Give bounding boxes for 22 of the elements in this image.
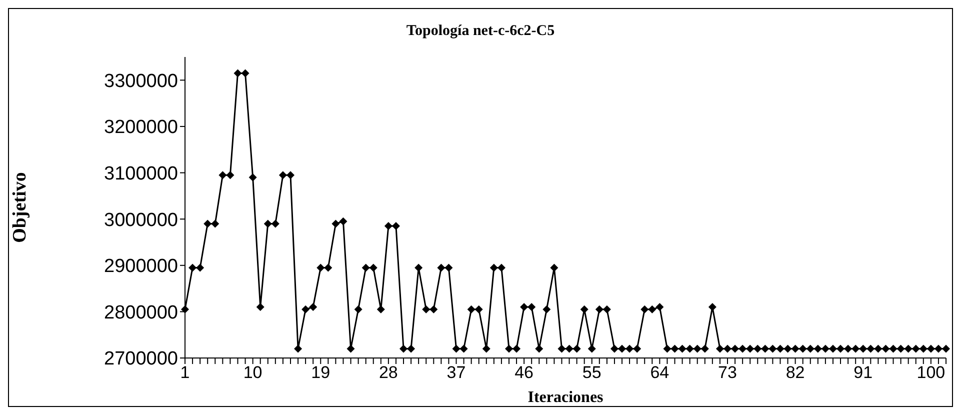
y-tick-label: 2700000 xyxy=(104,348,178,370)
y-tick-label: 3200000 xyxy=(104,117,178,138)
y-axis-title: Objetivo xyxy=(10,172,31,243)
x-tick-label: 82 xyxy=(786,363,805,382)
y-tick-label: 2900000 xyxy=(104,256,178,278)
y-tick-label: 3000000 xyxy=(104,210,178,231)
x-tick-label: 1 xyxy=(180,363,190,382)
x-axis-title: Iteraciones xyxy=(528,389,604,406)
x-tick-label: 19 xyxy=(311,363,330,382)
x-tick-label: 64 xyxy=(650,363,670,382)
chart-title: Topología net-c-6c2-C5 xyxy=(405,23,556,40)
y-tick-label: 3300000 xyxy=(104,70,178,92)
y-tick-label: 2800000 xyxy=(104,302,178,324)
x-tick-label: 55 xyxy=(582,363,602,382)
x-tick-label: 10 xyxy=(243,363,262,382)
x-tick-label: 73 xyxy=(718,363,737,382)
y-tick-label: 3100000 xyxy=(104,164,178,185)
x-tick-label: 100 xyxy=(916,363,946,382)
x-tick-label: 37 xyxy=(446,363,466,382)
x-tick-label: 28 xyxy=(378,363,398,382)
x-tick-label: 46 xyxy=(514,363,534,382)
x-tick-label: 91 xyxy=(854,363,873,382)
